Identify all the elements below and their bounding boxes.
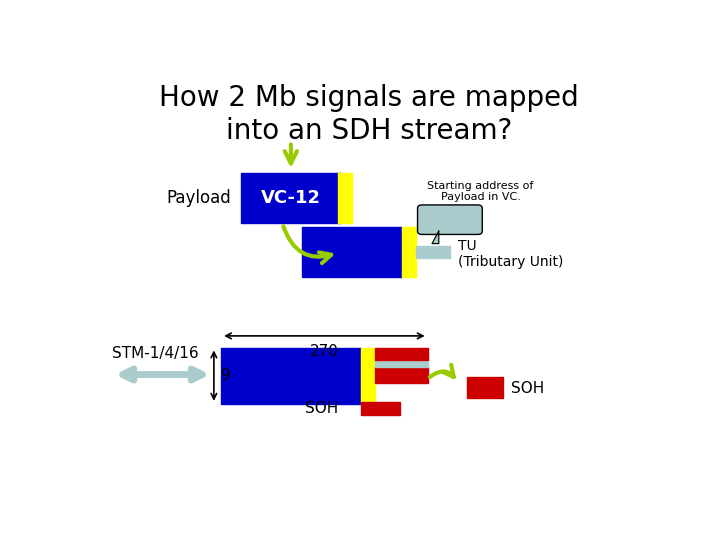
Text: How 2 Mb signals are mapped
into an SDH stream?: How 2 Mb signals are mapped into an SDH … xyxy=(159,84,579,145)
Text: Starting address of
Payload in VC.: Starting address of Payload in VC. xyxy=(428,181,534,202)
Text: SOH: SOH xyxy=(511,381,544,396)
Bar xyxy=(402,227,416,277)
Text: 270: 270 xyxy=(310,344,339,359)
Text: STM-1/4/16: STM-1/4/16 xyxy=(112,346,199,361)
Bar xyxy=(374,348,428,360)
Text: VC-12: VC-12 xyxy=(261,189,321,207)
Bar xyxy=(416,246,450,258)
FancyBboxPatch shape xyxy=(418,205,482,234)
Bar xyxy=(361,348,374,404)
Text: SOH: SOH xyxy=(305,401,338,416)
Bar xyxy=(374,360,428,367)
Bar xyxy=(302,227,402,277)
Bar xyxy=(338,173,352,223)
Text: Payload: Payload xyxy=(166,189,231,207)
Bar xyxy=(467,377,503,399)
Text: 9: 9 xyxy=(220,368,230,383)
Text: TU
(Tributary Unit): TU (Tributary Unit) xyxy=(459,239,564,269)
Bar xyxy=(361,402,400,415)
Bar xyxy=(221,348,361,404)
Bar xyxy=(240,173,341,223)
Text: Pointer: Pointer xyxy=(423,212,477,227)
Polygon shape xyxy=(432,231,438,244)
FancyArrowPatch shape xyxy=(430,365,454,377)
FancyArrowPatch shape xyxy=(284,226,331,263)
Bar xyxy=(374,367,428,383)
